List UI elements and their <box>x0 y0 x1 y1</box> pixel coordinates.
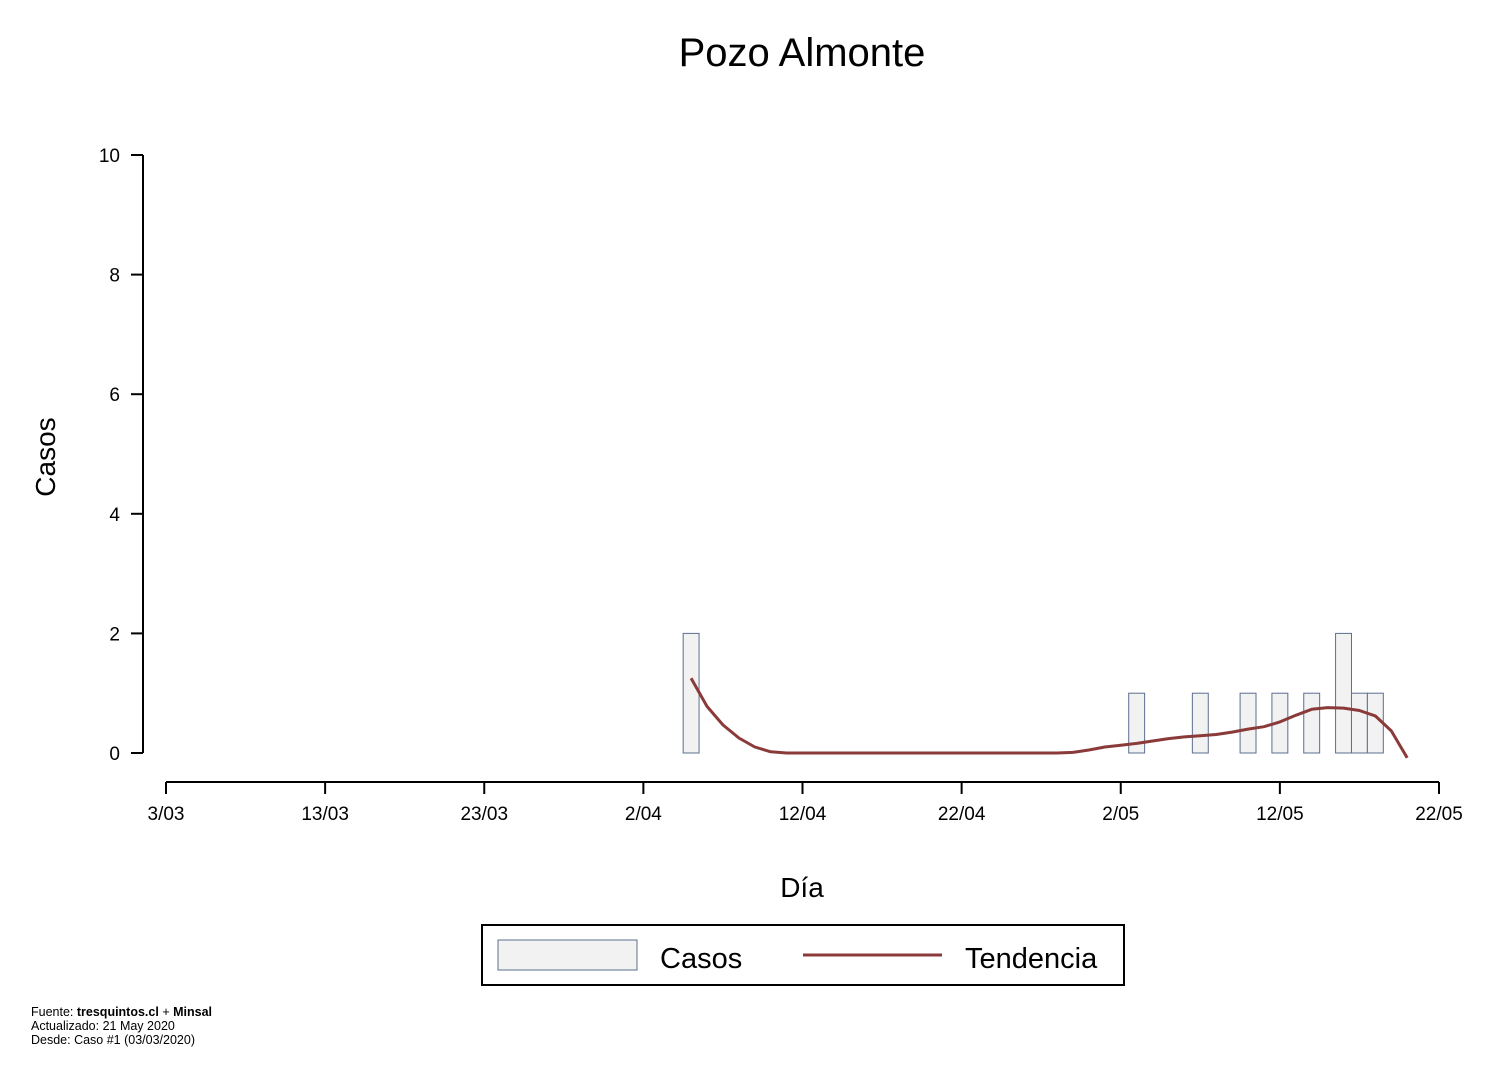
x-tick-label-6: 2/05 <box>1102 804 1139 825</box>
x-axis: 3/03 13/03 23/03 2/04 12/04 22/04 2/05 12/05 22/… <box>148 781 1463 825</box>
x-axis-label: Día <box>780 872 824 903</box>
bars-series-casos <box>682 632 1384 754</box>
x-tick-label-1: 13/03 <box>301 804 349 825</box>
legend-swatch-casos <box>497 939 638 971</box>
x-tick-label-5: 22/04 <box>938 804 986 825</box>
bar-casos-3 <box>1239 692 1257 754</box>
footer-updated: Actualizado: 21 May 2020 <box>31 1019 175 1033</box>
y-tick-label-8: 8 <box>109 266 120 287</box>
x-tick-label-0: 3/03 <box>148 804 185 825</box>
footer-source-a: tresquintos.cl <box>76 1005 159 1019</box>
y-axis: 0 2 4 6 8 10 <box>99 146 144 765</box>
bar-casos-0 <box>682 632 700 754</box>
x-tick-label-8: 22/05 <box>1415 804 1463 825</box>
y-axis-label: Casos <box>30 417 61 496</box>
bar-casos-7 <box>1350 692 1368 754</box>
chart-title: Pozo Almonte <box>679 31 926 75</box>
y-tick-label-10: 10 <box>99 146 120 167</box>
trend-line-tendencia <box>689 677 1409 759</box>
footer-since: Desde: Caso #1 (03/03/2020) <box>31 1033 195 1047</box>
footer-source-prefix: Fuente: <box>31 1005 77 1019</box>
y-tick-label-6: 6 <box>109 385 120 406</box>
bar-casos-2 <box>1191 692 1209 754</box>
x-tick-label-2: 23/03 <box>460 804 508 825</box>
footer-source: Fuente: tresquintos.cl + Minsal <box>31 1005 212 1019</box>
footer: Fuente: tresquintos.cl + Minsal Actualiz… <box>31 1005 212 1047</box>
trend-series-tendencia <box>689 677 1409 759</box>
bar-casos-5 <box>1303 692 1321 754</box>
legend-label-casos: Casos <box>660 943 742 975</box>
legend: Casos Tendencia <box>481 924 1125 986</box>
x-tick-label-4: 12/04 <box>779 804 827 825</box>
bar-casos-6 <box>1335 632 1352 754</box>
x-tick-label-3: 2/04 <box>625 804 662 825</box>
y-tick-label-0: 0 <box>109 744 120 765</box>
footer-source-join: + <box>158 1005 174 1019</box>
x-tick-label-7: 12/05 <box>1256 804 1304 825</box>
legend-label-tendencia: Tendencia <box>965 943 1098 975</box>
bar-casos-1 <box>1128 692 1146 754</box>
footer-source-b: Minsal <box>173 1005 212 1019</box>
y-tick-label-2: 2 <box>109 624 120 645</box>
y-tick-label-4: 4 <box>109 505 120 526</box>
